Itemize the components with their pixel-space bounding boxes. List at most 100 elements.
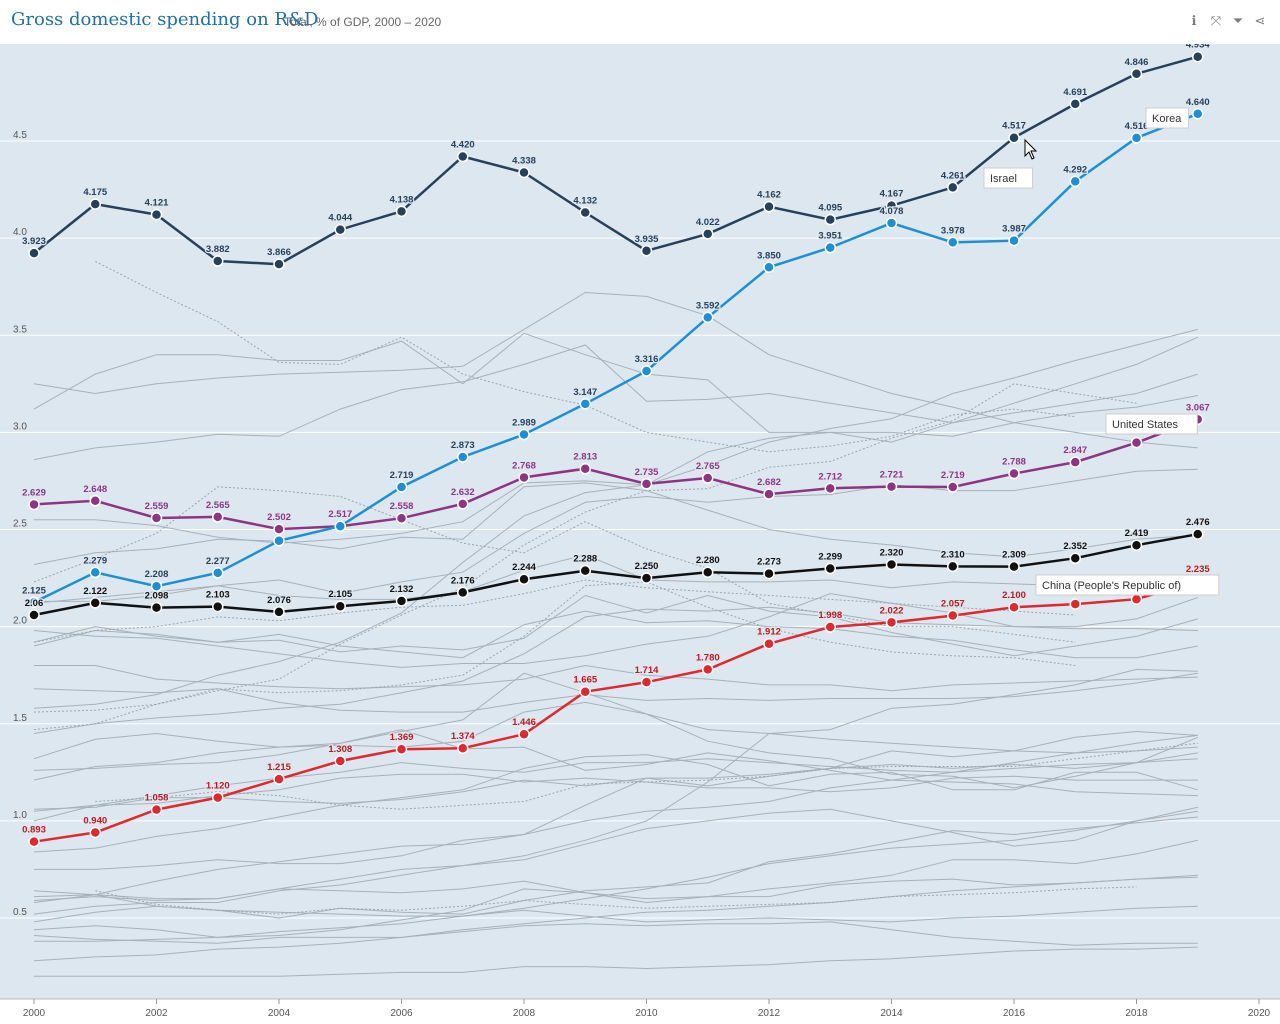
background-series-line[interactable]	[34, 946, 1198, 977]
fullscreen-icon[interactable]: ⤧	[1210, 13, 1222, 28]
background-series-line[interactable]	[33, 876, 1198, 938]
data-point[interactable]	[273, 606, 285, 618]
series-line[interactable]	[33, 579, 1199, 843]
data-point[interactable]	[1130, 68, 1143, 80]
data-point[interactable]	[150, 208, 163, 221]
data-point[interactable]	[579, 206, 591, 219]
background-series-line[interactable]	[33, 734, 1198, 903]
chart-area[interactable]: 0.5 1.0 1.5 2.0 2.5 3.0 3.5 4.0 4.5 2000 2002 2004 2…	[0, 44, 1280, 1024]
data-point[interactable]	[395, 481, 408, 493]
data-point[interactable]	[89, 597, 101, 609]
series-line[interactable]	[33, 55, 1199, 266]
data-point[interactable]	[28, 498, 40, 511]
data-point[interactable]	[150, 512, 163, 524]
data-point[interactable]	[763, 261, 775, 274]
data-point[interactable]	[395, 743, 408, 755]
background-series-line[interactable]	[33, 754, 1198, 853]
data-point[interactable]	[763, 567, 775, 580]
data-point[interactable]	[947, 609, 959, 622]
data-point[interactable]	[334, 755, 346, 767]
line-chart[interactable]: 0.5 1.0 1.5 2.0 2.5 3.0 3.5 4.0 4.5 2000 2002 2004 2…	[0, 44, 1280, 1024]
data-point[interactable]	[702, 311, 714, 324]
data-point[interactable]	[273, 773, 285, 785]
data-point[interactable]	[518, 471, 530, 484]
background-series-line[interactable]	[33, 597, 1198, 734]
data-point[interactable]	[273, 523, 285, 535]
data-point[interactable]	[1130, 593, 1143, 605]
background-series-line[interactable]	[33, 468, 1198, 604]
data-point[interactable]	[395, 205, 408, 218]
data-point[interactable]	[334, 600, 346, 612]
data-point[interactable]	[1008, 601, 1020, 613]
data-point[interactable]	[579, 564, 591, 577]
data-point[interactable]	[947, 181, 959, 194]
data-point[interactable]	[947, 560, 959, 573]
data-point[interactable]	[457, 150, 469, 163]
background-series-line[interactable]	[33, 291, 1198, 449]
data-point[interactable]	[763, 637, 775, 650]
data-point[interactable]	[1008, 560, 1020, 573]
background-series-line[interactable]	[33, 816, 1198, 919]
background-series-line-dotted[interactable]	[95, 742, 1198, 810]
data-point[interactable]	[702, 566, 714, 578]
data-point[interactable]	[212, 600, 224, 613]
background-series-line[interactable]	[33, 806, 1198, 915]
data-point[interactable]	[640, 676, 653, 688]
background-series-line[interactable]	[33, 921, 1198, 946]
background-series-line[interactable]	[33, 328, 1198, 709]
background-series-line[interactable]	[34, 664, 1198, 692]
data-point[interactable]	[457, 586, 469, 599]
data-point[interactable]	[885, 217, 898, 229]
data-point[interactable]	[640, 365, 653, 377]
data-point[interactable]	[273, 258, 285, 270]
background-series-line[interactable]	[33, 905, 1198, 923]
data-point[interactable]	[640, 572, 653, 584]
data-point[interactable]	[579, 462, 591, 475]
background-series-line[interactable]	[34, 554, 1198, 602]
data-point[interactable]	[702, 663, 714, 676]
data-point[interactable]	[885, 616, 898, 629]
data-point[interactable]	[28, 596, 40, 609]
info-icon[interactable]: ℹ	[1191, 13, 1197, 28]
background-series-line[interactable]	[34, 395, 1198, 544]
data-point[interactable]	[89, 826, 101, 839]
background-series-line[interactable]	[34, 810, 1198, 942]
data-point[interactable]	[89, 198, 101, 210]
series-line[interactable]	[33, 532, 1199, 617]
data-point[interactable]	[212, 511, 224, 523]
share-icon[interactable]: ⋖	[1254, 13, 1266, 28]
data-point[interactable]	[640, 245, 653, 257]
data-point[interactable]	[1069, 98, 1081, 110]
background-series-line[interactable]	[33, 752, 1198, 810]
data-point[interactable]	[395, 512, 408, 524]
data-point[interactable]	[947, 236, 959, 249]
background-series-line-dotted[interactable]	[33, 383, 1137, 731]
series-line[interactable]	[33, 112, 1199, 604]
background-series-line[interactable]	[33, 482, 1198, 565]
data-point[interactable]	[702, 228, 714, 240]
background-series-line[interactable]	[33, 593, 1198, 668]
data-point[interactable]	[1069, 598, 1081, 610]
data-point[interactable]	[457, 451, 469, 463]
background-series-line[interactable]	[33, 332, 1199, 443]
background-series-line[interactable]	[34, 730, 1198, 870]
data-point[interactable]	[518, 728, 530, 740]
data-point[interactable]	[150, 601, 163, 614]
data-point[interactable]	[150, 803, 163, 816]
data-point[interactable]	[824, 482, 836, 495]
data-point[interactable]	[1008, 467, 1020, 480]
data-point[interactable]	[28, 609, 40, 621]
data-point[interactable]	[579, 685, 591, 698]
background-series-line-dotted[interactable]	[33, 579, 1076, 643]
data-point[interactable]	[1192, 50, 1204, 63]
data-point[interactable]	[1069, 552, 1081, 564]
data-point[interactable]	[824, 213, 836, 226]
data-point[interactable]	[28, 247, 40, 259]
data-point[interactable]	[640, 478, 653, 490]
data-point[interactable]	[885, 480, 898, 493]
data-point[interactable]	[518, 573, 530, 585]
data-point[interactable]	[457, 498, 469, 510]
background-series-line[interactable]	[33, 758, 1198, 812]
data-point[interactable]	[212, 255, 224, 267]
data-point[interactable]	[1130, 539, 1143, 551]
